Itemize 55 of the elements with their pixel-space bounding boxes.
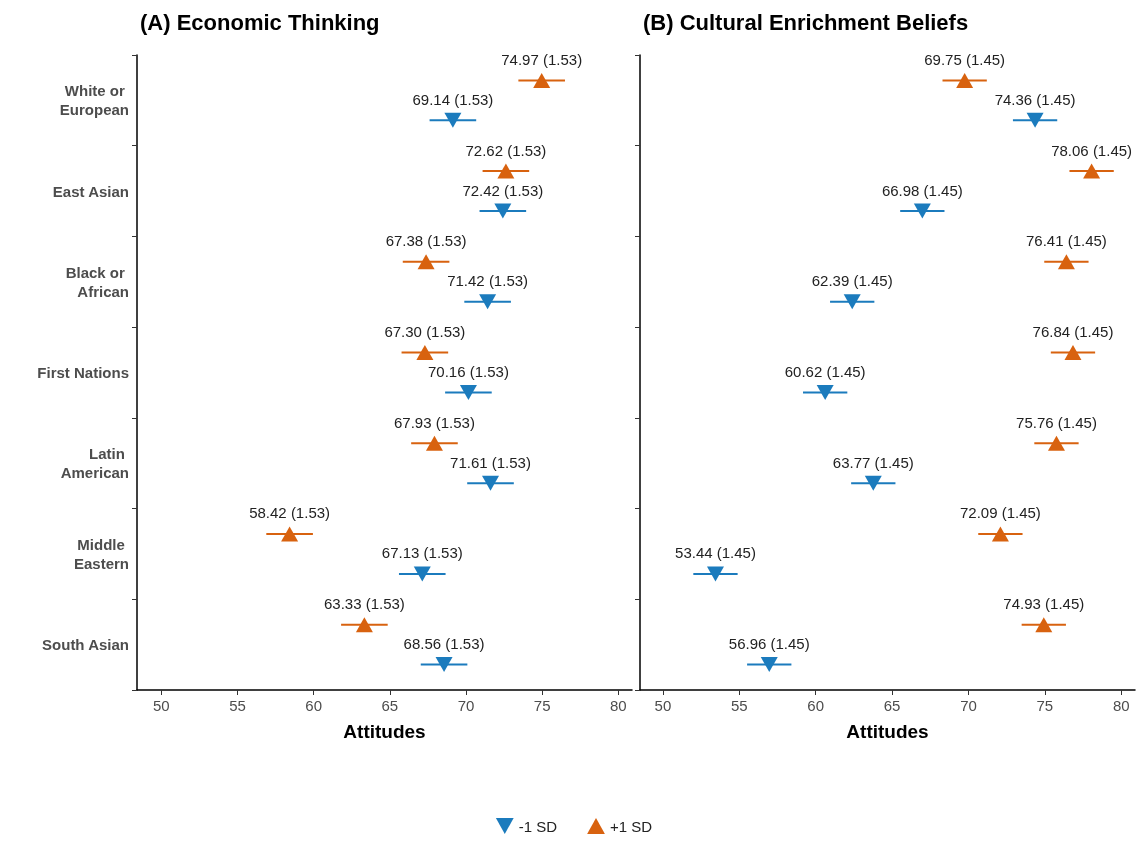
data-label: 67.13 (1.53) (381, 544, 463, 562)
data-label: 74.36 (1.45) (994, 90, 1076, 108)
data-label: 75.76 (1.45) (1016, 413, 1097, 431)
data-label: 69.75 (1.45) (924, 50, 1006, 68)
data-label: 69.14 (1.53) (412, 90, 494, 108)
data-label: 60.62 (1.45) (784, 362, 866, 380)
data-label: 78.06 (1.45) (1051, 141, 1133, 159)
y-tick-label: White or European (59, 82, 129, 119)
chart-title: (B) Cultural Enrichment Beliefs (643, 9, 969, 35)
x-tick-label: 60 (305, 697, 323, 714)
x-tick-label: 65 (381, 697, 399, 714)
data-label: 58.42 (1.53) (249, 504, 331, 522)
x-tick-label: 50 (654, 697, 672, 714)
data-label: 74.97 (1.53) (501, 50, 583, 68)
data-label: 71.61 (1.53) (450, 453, 531, 471)
x-axis-title: Attitudes (343, 721, 426, 742)
data-label: 62.39 (1.45) (811, 272, 893, 290)
x-tick-label: 55 (229, 697, 246, 714)
data-label: 67.93 (1.53) (394, 413, 475, 431)
x-tick-label: 65 (883, 697, 901, 714)
data-label: 74.93 (1.45) (1003, 595, 1085, 613)
x-tick-label: 75 (533, 697, 551, 714)
data-label: 72.09 (1.45) (959, 504, 1041, 522)
y-tick-label: First Nations (37, 364, 129, 381)
data-label: 70.16 (1.53) (427, 362, 509, 380)
data-label: 63.77 (1.45) (832, 453, 914, 471)
y-tick-label: Black or African (65, 263, 129, 300)
data-label: 56.96 (1.45) (728, 635, 810, 653)
data-label: 72.42 (1.53) (462, 181, 544, 199)
x-axis-title: Attitudes (846, 721, 929, 742)
x-tick-label: 75 (1036, 697, 1054, 714)
y-tick-label: East Asian (52, 182, 129, 200)
data-label: 63.33 (1.53) (323, 595, 405, 613)
legend-label: +1 SD (610, 817, 653, 835)
x-tick-label: 50 (153, 697, 170, 714)
y-tick-label: South Asian (42, 636, 129, 654)
data-label: 66.98 (1.45) (881, 181, 963, 199)
data-label: 76.41 (1.45) (1025, 232, 1107, 250)
y-tick-label: Latin American (60, 445, 129, 482)
data-label: 68.56 (1.53) (403, 635, 485, 653)
x-tick-label: 70 (457, 697, 475, 714)
data-label: 71.42 (1.53) (447, 272, 529, 290)
data-label: 67.38 (1.53) (385, 232, 467, 250)
x-tick-label: 60 (807, 697, 825, 714)
y-tick-label: Middle Eastern (73, 535, 129, 572)
x-tick-label: 55 (730, 697, 748, 714)
data-label: 53.44 (1.45) (675, 544, 756, 562)
chart-title: (A) Economic Thinking (140, 9, 380, 35)
x-tick-label: 80 (609, 697, 627, 714)
legend-label: -1 SD (518, 817, 558, 835)
data-label: 76.84 (1.45) (1032, 323, 1114, 341)
x-tick-label: 70 (960, 697, 977, 714)
data-label: 72.62 (1.53) (465, 141, 547, 159)
x-tick-label: 80 (1112, 697, 1130, 714)
data-label: 67.30 (1.53) (384, 323, 466, 341)
